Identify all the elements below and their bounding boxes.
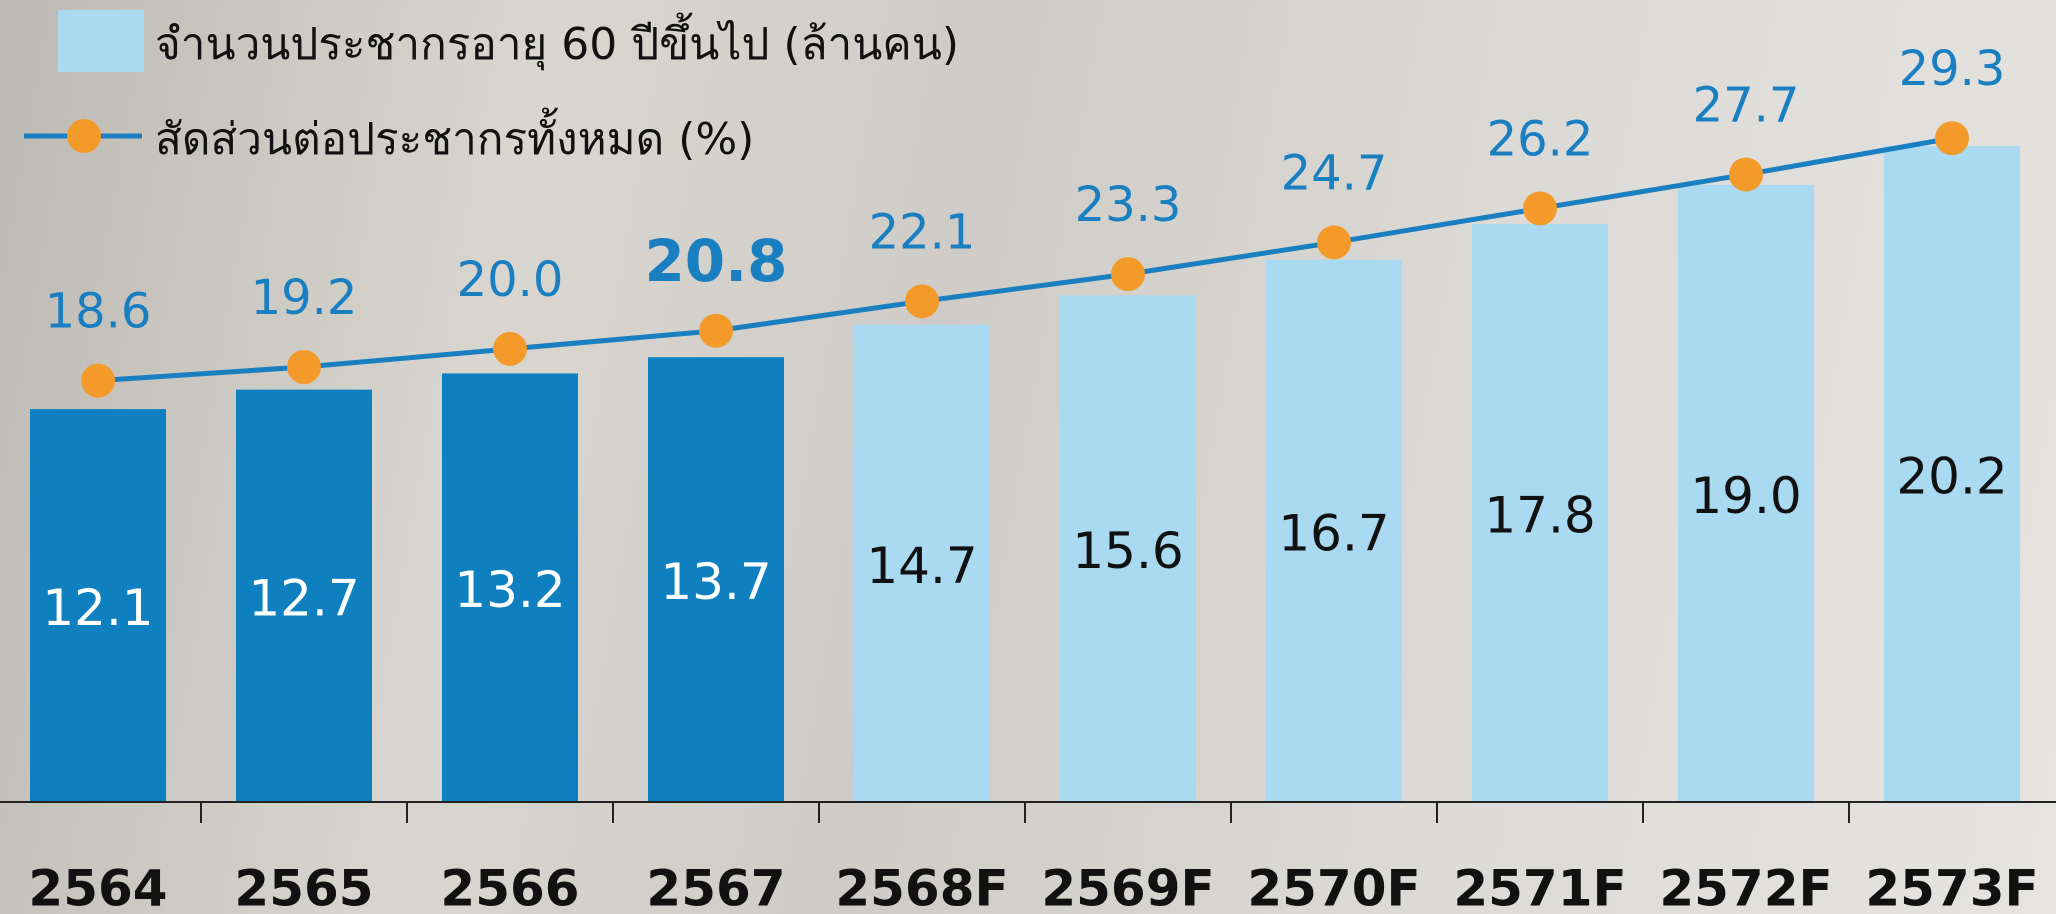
legend-marker	[67, 119, 101, 153]
line-value-label: 29.3	[1899, 41, 2006, 97]
legend-label: จำนวนประชากรอายุ 60 ปีขึ้นไป (ล้านคน)	[155, 12, 959, 71]
line-marker	[699, 314, 733, 348]
bar-value-label: 12.7	[248, 569, 359, 627]
line	[98, 138, 1952, 380]
bar-value-label: 15.6	[1072, 522, 1183, 580]
bar-value-label: 12.1	[42, 579, 153, 637]
line-value-label: 18.6	[45, 284, 152, 340]
line-marker	[1111, 257, 1145, 291]
x-tick-label: 2571F	[1453, 860, 1626, 914]
line-marker	[905, 284, 939, 318]
line-marker	[493, 332, 527, 366]
bar-value-label: 13.2	[454, 561, 565, 619]
line-value-label: 20.8	[644, 227, 787, 295]
line-marker	[1729, 157, 1763, 191]
x-tick-label: 2566	[440, 860, 579, 914]
bar-value-label: 19.0	[1690, 467, 1801, 525]
line-value-label: 24.7	[1281, 145, 1388, 201]
x-tick-label: 2568F	[835, 860, 1008, 914]
bar-value-label: 17.8	[1484, 487, 1595, 545]
line-value-label: 22.1	[869, 204, 976, 260]
x-tick-label: 2567	[646, 860, 785, 914]
x-tick-label: 2570F	[1247, 860, 1420, 914]
x-tick-label: 2565	[234, 860, 373, 914]
line-value-label: 20.0	[457, 252, 564, 308]
line-marker	[1317, 225, 1351, 259]
line-value-label: 23.3	[1075, 177, 1182, 233]
x-tick-label: 2572F	[1659, 860, 1832, 914]
legend-label: สัดส่วนต่อประชากรทั้งหมด (%)	[155, 107, 754, 165]
bar-value-label: 20.2	[1896, 448, 2007, 506]
bar-value-label: 13.7	[660, 553, 771, 611]
line-value-label: 19.2	[251, 270, 358, 326]
bar-value-label: 16.7	[1278, 504, 1389, 562]
line-value-label: 27.7	[1693, 77, 1800, 133]
line-marker	[287, 350, 321, 384]
line-marker	[1523, 191, 1557, 225]
x-tick-label: 2573F	[1865, 860, 2038, 914]
chart: 12.1 12.7 13.2 13.7 14.7 15.6 16.7 17.8 19.0 20.2…	[0, 0, 2056, 914]
line-value-label: 26.2	[1487, 111, 1594, 167]
legend-swatch	[58, 10, 144, 72]
line-marker	[1935, 121, 1969, 155]
x-tick-label: 2569F	[1041, 860, 1214, 914]
x-tick-label: 2564	[28, 860, 167, 914]
bar-value-label: 14.7	[866, 537, 977, 595]
line-marker	[81, 364, 115, 398]
